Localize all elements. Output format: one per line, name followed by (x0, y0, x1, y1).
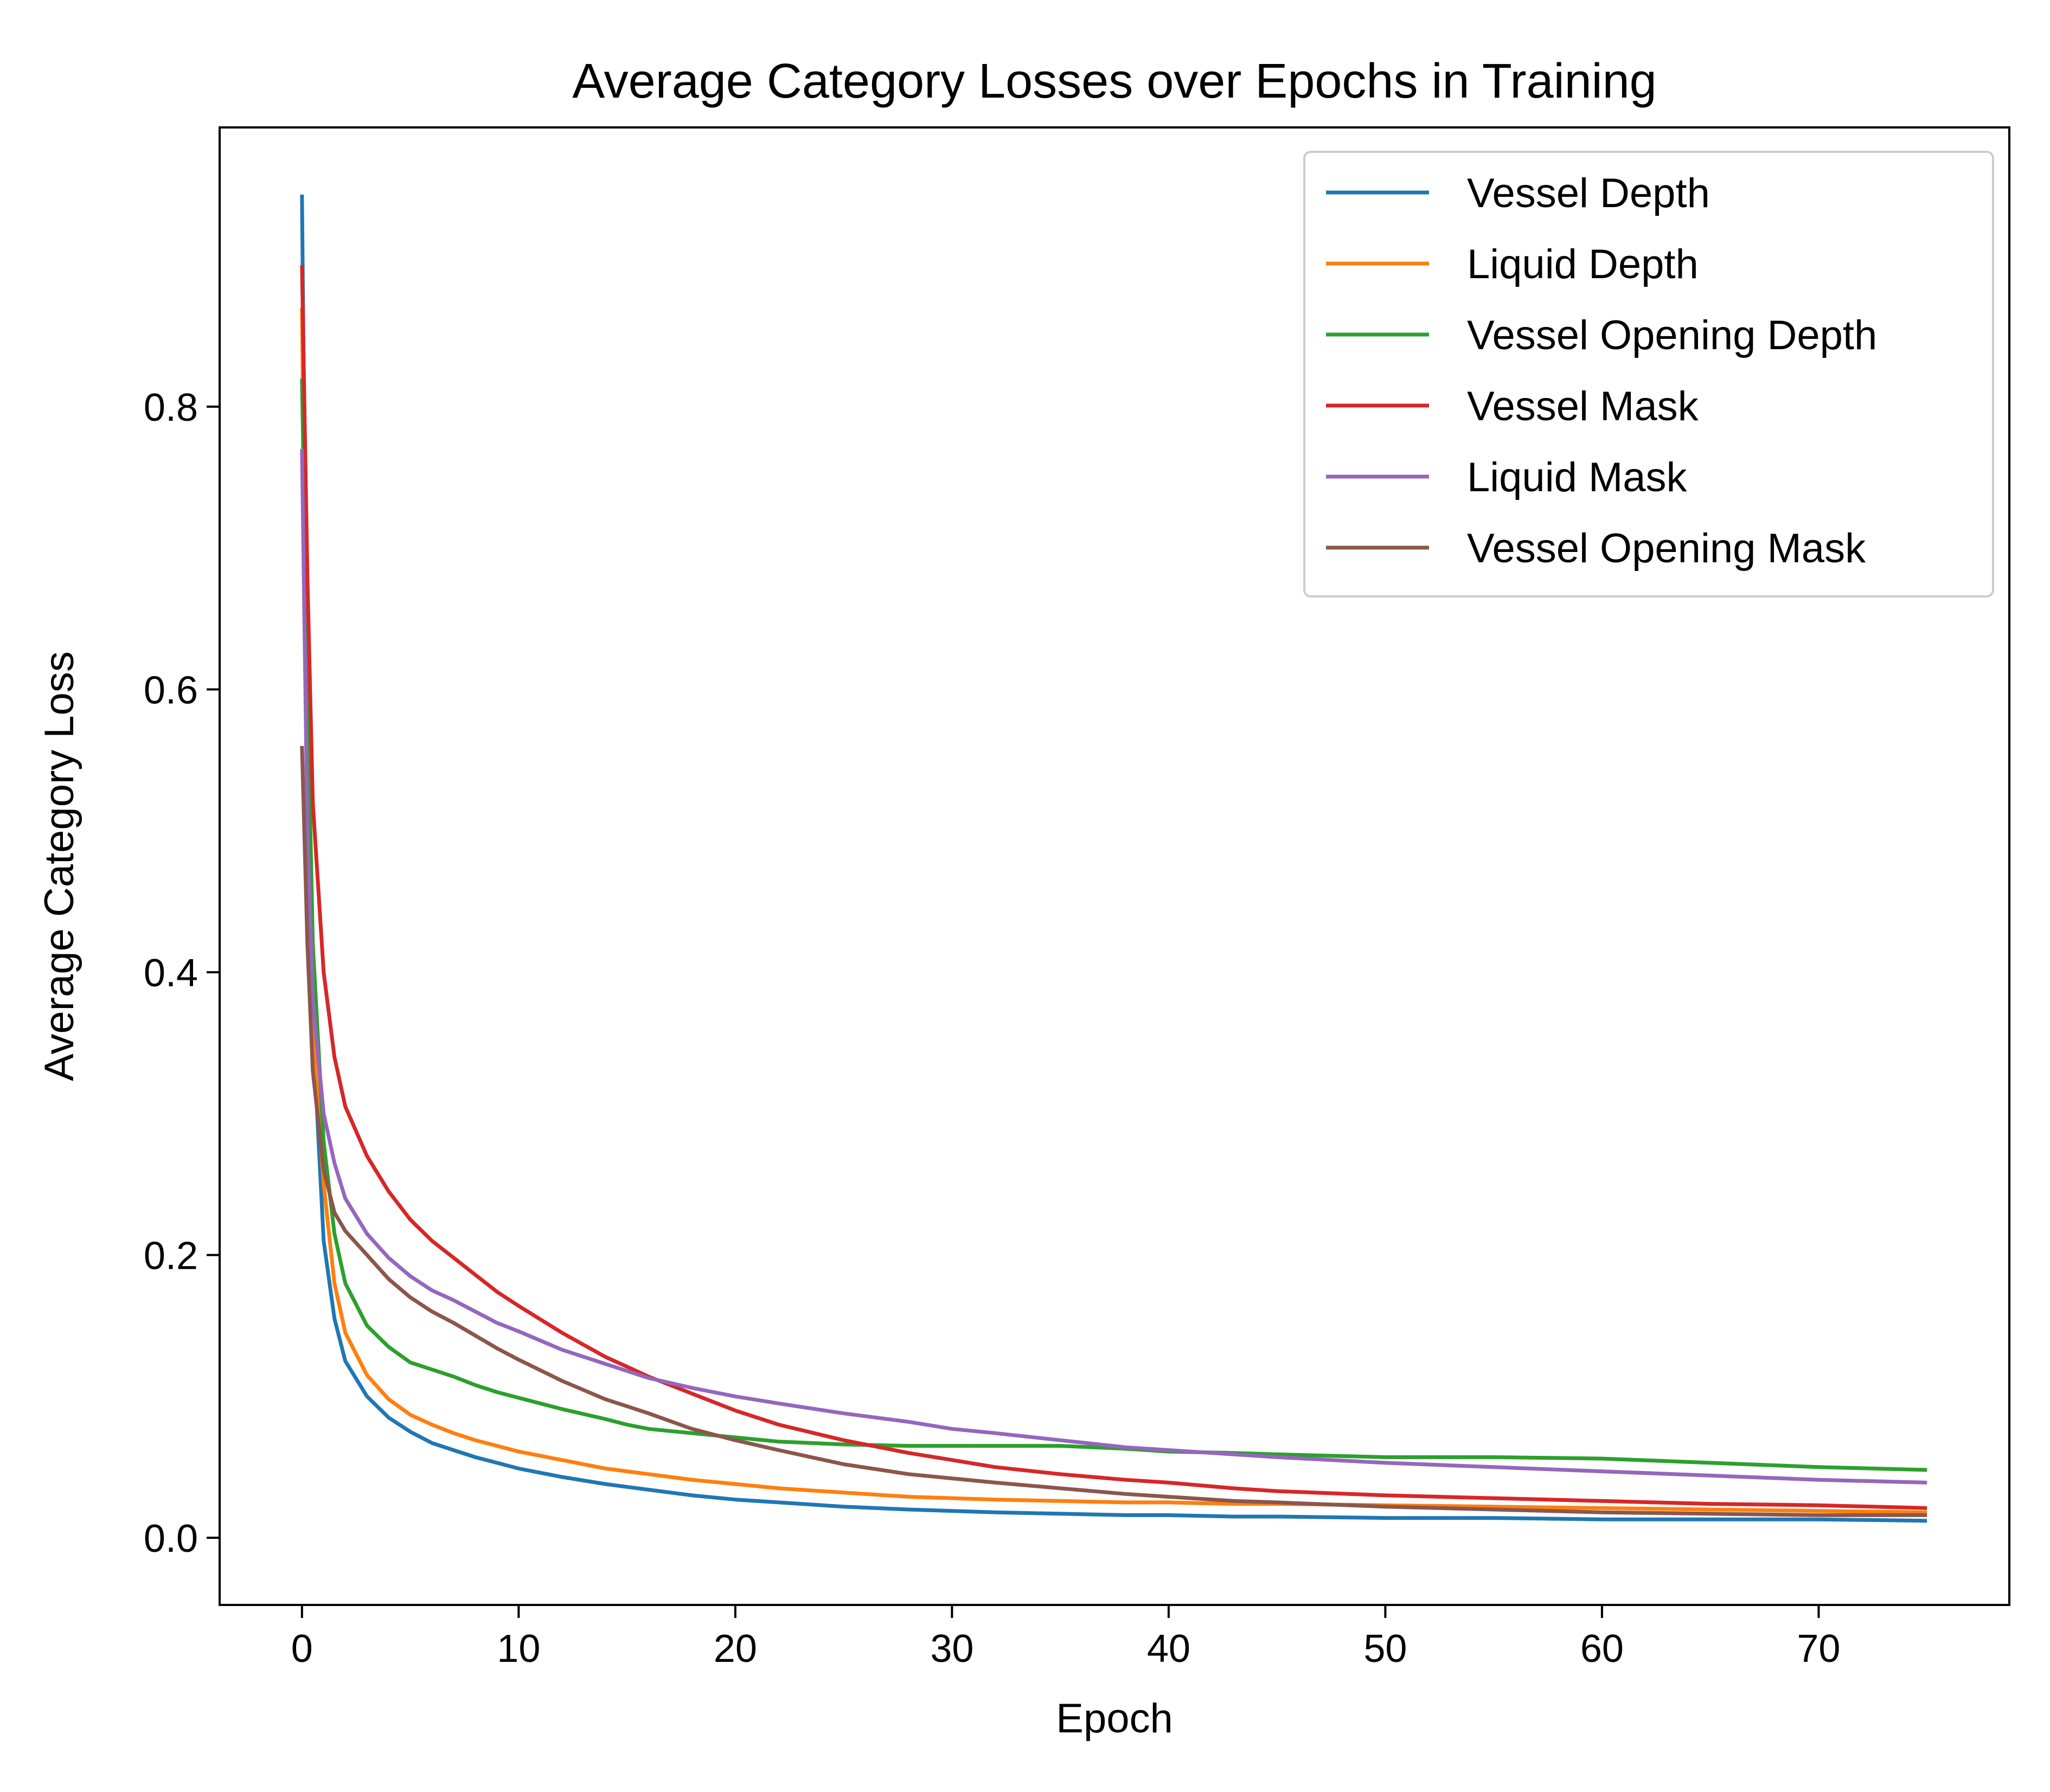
y-tick-label: 0.0 (144, 1517, 198, 1560)
series-line-4 (300, 265, 1927, 1510)
legend-label: Vessel Opening Depth (1467, 312, 1877, 358)
x-axis-title: Epoch (1056, 1695, 1173, 1742)
x-tick-label: 20 (714, 1627, 757, 1671)
y-tick-label: 0.8 (144, 386, 198, 429)
legend-label: Vessel Mask (1467, 383, 1699, 429)
x-tick-label: 70 (1797, 1627, 1840, 1671)
series-layer (300, 194, 1927, 1523)
x-tick-label: 0 (291, 1627, 313, 1671)
y-axis-title: Average Category Loss (36, 651, 82, 1081)
legend-label: Liquid Depth (1467, 241, 1699, 287)
x-tick-label: 30 (930, 1627, 973, 1671)
y-tick-label: 0.6 (144, 669, 198, 712)
series-line-3 (300, 378, 1927, 1472)
x-axis-ticks: 0 10 20 30 40 50 60 70 (291, 1605, 1840, 1671)
legend-label: Vessel Depth (1467, 170, 1710, 216)
series-line-1 (300, 194, 1927, 1523)
x-tick-label: 40 (1147, 1627, 1190, 1671)
x-tick-label: 60 (1580, 1627, 1624, 1671)
y-tick-label: 0.4 (144, 952, 198, 995)
series-line-6 (300, 746, 1927, 1517)
legend-box (1303, 151, 1994, 598)
x-tick-label: 10 (497, 1627, 540, 1671)
y-tick-label: 0.2 (144, 1235, 198, 1278)
plot-frame (219, 126, 2010, 1606)
legend: Vessel Depth Liquid Depth Vessel Opening D… (1303, 151, 1994, 598)
legend-label: Liquid Mask (1467, 454, 1688, 500)
legend-label: Vessel Opening Mask (1467, 525, 1866, 571)
chart-title: Average Category Losses over Epochs in T… (572, 54, 1656, 108)
x-tick-label: 50 (1363, 1627, 1407, 1671)
series-line-5 (300, 449, 1927, 1485)
y-axis-ticks: 0.0 0.2 0.4 0.6 0.8 (144, 386, 220, 1560)
